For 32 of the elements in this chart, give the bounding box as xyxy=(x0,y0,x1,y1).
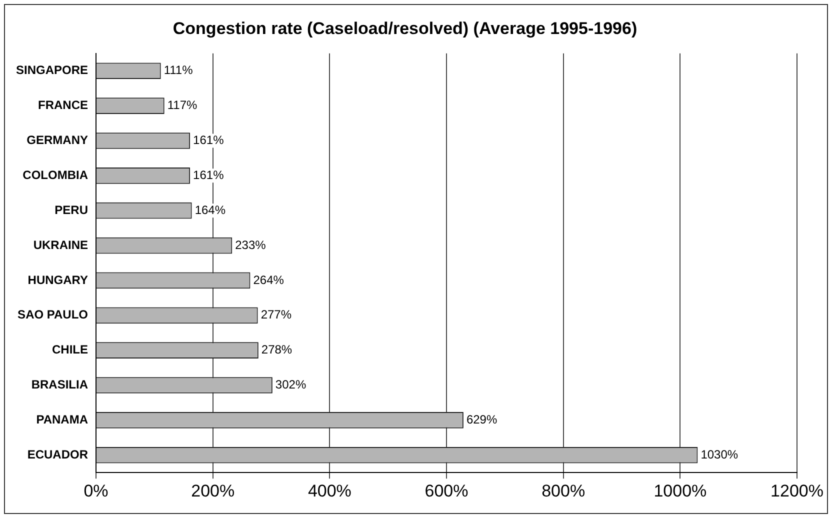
y-tick-label: GERMANY xyxy=(26,133,88,148)
y-tick-label: COLOMBIA xyxy=(22,168,88,182)
data-label: 111% xyxy=(164,63,194,78)
x-tick-label: 400% xyxy=(308,481,352,500)
y-tick-label: SAO PAULO xyxy=(18,308,88,322)
y-tick-label: PERU xyxy=(54,202,88,217)
data-label: 161% xyxy=(193,133,224,148)
data-label: 161% xyxy=(193,168,224,182)
data-label: 117% xyxy=(167,98,198,112)
x-tick-label: 1200% xyxy=(770,481,824,500)
chart-title: Congestion rate (Caseload/resolved) (Average 1995-1996) xyxy=(172,18,638,38)
y-tick-label: BRASILIA xyxy=(31,378,88,392)
data-label: 264% xyxy=(253,272,284,287)
x-tick-label: 800% xyxy=(542,481,586,500)
data-label: 277% xyxy=(260,308,292,322)
data-label: 164% xyxy=(194,202,226,217)
data-label: 1030% xyxy=(700,447,738,462)
y-tick-label: HUNGARY xyxy=(28,272,88,287)
data-label: 278% xyxy=(261,342,292,357)
x-tick-label: 1000% xyxy=(654,481,707,500)
y-tick-label: ECUADOR xyxy=(27,447,88,462)
y-tick-label: CHILE xyxy=(52,342,88,357)
y-tick-label: PANAMA xyxy=(36,412,88,427)
data-label: 629% xyxy=(466,412,498,427)
x-tick-label: 600% xyxy=(424,481,468,500)
x-tick-label: 0% xyxy=(84,481,108,500)
data-label: 233% xyxy=(235,238,266,252)
y-tick-label: FRANCE xyxy=(38,98,88,112)
x-tick-label: 200% xyxy=(191,481,235,500)
y-tick-label: UKRAINE xyxy=(33,238,88,252)
data-label: 302% xyxy=(275,378,306,392)
y-tick-label: SINGAPORE xyxy=(16,63,88,78)
